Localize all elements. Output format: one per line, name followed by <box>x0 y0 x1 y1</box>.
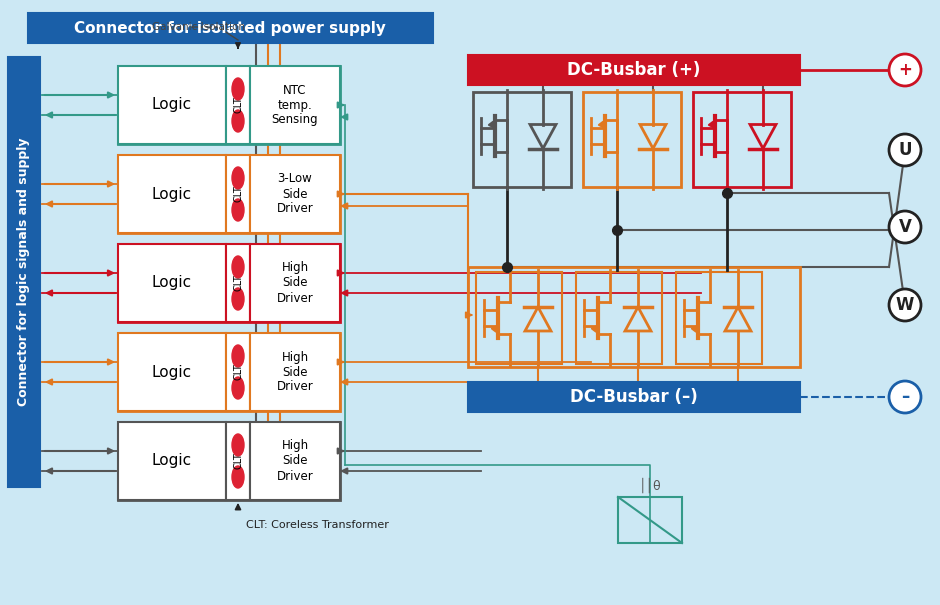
Bar <box>118 155 226 233</box>
Bar <box>28 13 433 43</box>
Bar <box>118 422 226 500</box>
Ellipse shape <box>232 110 244 132</box>
Bar <box>473 92 571 187</box>
Ellipse shape <box>232 256 244 278</box>
Circle shape <box>889 54 921 86</box>
Text: Logic: Logic <box>152 186 192 201</box>
Bar <box>118 333 226 411</box>
Bar <box>250 66 340 144</box>
Bar <box>118 333 340 411</box>
Text: DC-Busbar (–): DC-Busbar (–) <box>571 388 697 406</box>
Text: High
Side
Driver: High Side Driver <box>276 350 313 393</box>
Text: 3-Low
Side
Driver: 3-Low Side Driver <box>276 172 313 215</box>
Text: CLT: Coreless Transformer: CLT: Coreless Transformer <box>246 520 389 530</box>
Text: Logic: Logic <box>152 275 192 290</box>
Text: Connector for isolated power supply: Connector for isolated power supply <box>74 21 386 36</box>
Bar <box>226 244 250 322</box>
Bar <box>693 92 791 187</box>
Text: W: W <box>896 296 915 314</box>
Text: CLT: CLT <box>233 275 243 292</box>
Text: CLT: CLT <box>233 97 243 113</box>
Bar <box>118 66 226 144</box>
Ellipse shape <box>232 466 244 488</box>
Bar <box>226 333 250 411</box>
Circle shape <box>889 134 921 166</box>
Circle shape <box>889 381 921 413</box>
Bar <box>118 244 340 322</box>
Bar <box>118 66 340 144</box>
Bar <box>118 155 340 233</box>
Text: NTC
temp.
Sensing: NTC temp. Sensing <box>272 83 319 126</box>
Text: Galvanic Isolation: Galvanic Isolation <box>152 22 245 32</box>
Bar <box>118 244 226 322</box>
Bar <box>250 155 340 233</box>
Bar <box>8 57 40 487</box>
Bar <box>250 244 340 322</box>
Text: U: U <box>899 141 912 159</box>
Ellipse shape <box>232 434 244 456</box>
Bar <box>676 272 762 364</box>
Text: High
Side
Driver: High Side Driver <box>276 439 313 483</box>
Bar <box>250 422 340 500</box>
Bar <box>576 272 662 364</box>
Bar <box>476 272 562 364</box>
Ellipse shape <box>232 377 244 399</box>
Text: Logic: Logic <box>152 97 192 113</box>
Text: V: V <box>899 218 912 236</box>
Text: DC-Busbar (+): DC-Busbar (+) <box>568 61 700 79</box>
Bar <box>118 422 340 500</box>
Bar <box>250 333 340 411</box>
Text: ││θ: ││θ <box>638 477 662 492</box>
Text: +: + <box>898 61 912 79</box>
Text: CLT: CLT <box>233 364 243 381</box>
Ellipse shape <box>232 345 244 367</box>
Bar <box>583 92 681 187</box>
Text: CLT: CLT <box>233 453 243 469</box>
Ellipse shape <box>232 78 244 100</box>
Text: High
Side
Driver: High Side Driver <box>276 261 313 304</box>
Bar <box>618 497 682 543</box>
Ellipse shape <box>232 199 244 221</box>
Text: –: – <box>901 388 909 406</box>
Bar <box>468 382 800 412</box>
Bar <box>468 267 800 367</box>
Bar <box>226 422 250 500</box>
Text: Logic: Logic <box>152 364 192 379</box>
Text: CLT: CLT <box>233 186 243 203</box>
Text: Logic: Logic <box>152 454 192 468</box>
Bar <box>468 55 800 85</box>
Text: Connector for logic signals and supply: Connector for logic signals and supply <box>18 138 30 406</box>
Bar <box>226 66 250 144</box>
Circle shape <box>889 211 921 243</box>
Ellipse shape <box>232 167 244 189</box>
Bar <box>226 155 250 233</box>
Circle shape <box>889 289 921 321</box>
Ellipse shape <box>232 288 244 310</box>
